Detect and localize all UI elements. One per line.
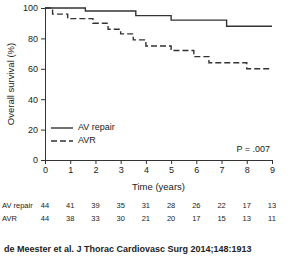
y-tick: 0 <box>33 155 45 165</box>
risk-count: 13 <box>268 201 276 210</box>
legend-swatch <box>51 140 73 141</box>
risk-count: 17 <box>243 201 251 210</box>
risk-row-label: AVR <box>2 214 17 223</box>
x-tick-label: 7 <box>220 165 225 175</box>
x-axis-title: Time (years) <box>132 181 185 192</box>
y-tick-label: 80 <box>28 34 38 44</box>
risk-count: 44 <box>41 214 49 223</box>
risk-count: 13 <box>243 214 251 223</box>
legend: AV repair AVR <box>51 122 115 145</box>
x-tick: 3 <box>119 160 124 175</box>
risk-count: 15 <box>217 214 225 223</box>
x-tick: 7 <box>220 160 225 175</box>
survival-line <box>45 8 272 26</box>
risk-count: 33 <box>91 214 99 223</box>
y-axis-title: Overall survival (%) <box>5 43 16 125</box>
y-tick: 60 <box>28 64 45 74</box>
risk-table: AV repair 44 41 39 35 31 28 26 22 17 13 AVR 44 38 33 30… <box>2 201 276 223</box>
risk-count: 28 <box>167 201 175 210</box>
x-tick-mark <box>70 160 71 164</box>
y-axis: 0 20 40 60 80 100 <box>23 3 46 165</box>
x-tick-label: 0 <box>43 165 48 175</box>
risk-row-label: AV repair <box>2 201 33 210</box>
risk-count: 11 <box>268 214 276 223</box>
x-tick: 4 <box>144 160 149 175</box>
x-tick: 1 <box>68 160 73 175</box>
y-tick-label: 20 <box>28 125 38 135</box>
y-tick-mark <box>41 38 45 39</box>
y-tick: 80 <box>28 34 45 44</box>
x-tick: 9 <box>270 160 275 175</box>
y-tick: 100 <box>23 3 45 13</box>
y-tick-mark <box>41 8 45 9</box>
x-axis: 0 1 2 3 4 5 6 7 8 9 <box>43 160 275 175</box>
x-tick-mark <box>121 160 122 164</box>
x-tick-mark <box>171 160 172 164</box>
risk-count: 38 <box>66 214 74 223</box>
risk-count: 30 <box>116 214 124 223</box>
risk-count: 44 <box>41 201 49 210</box>
risk-count: 26 <box>192 201 200 210</box>
x-tick-mark <box>95 160 96 164</box>
x-tick-label: 5 <box>169 165 174 175</box>
y-axis-line <box>41 9 46 161</box>
y-tick-label: 100 <box>23 3 38 13</box>
risk-count: 17 <box>192 214 200 223</box>
caption: de Meester et al. J Thorac Cardiovasc Su… <box>4 244 252 254</box>
risk-count: 35 <box>116 201 124 210</box>
risk-count: 22 <box>217 201 225 210</box>
y-tick: 40 <box>28 95 45 105</box>
y-tick-label: 60 <box>28 64 38 74</box>
x-tick: 5 <box>169 160 174 175</box>
legend-swatch <box>51 127 73 128</box>
survival-line <box>45 8 272 69</box>
x-tick-label: 8 <box>245 165 250 175</box>
x-tick: 0 <box>43 160 48 175</box>
x-tick-mark <box>222 160 223 164</box>
x-tick-label: 9 <box>270 165 275 175</box>
x-axis-line <box>46 161 273 165</box>
y-tick: 20 <box>28 125 45 135</box>
risk-count: 20 <box>167 214 175 223</box>
x-tick-label: 2 <box>93 165 98 175</box>
legend-label: AV repair <box>78 122 115 132</box>
y-tick-label: 40 <box>28 95 38 105</box>
annotation: P = .007 <box>236 144 270 154</box>
risk-count: 39 <box>91 201 99 210</box>
x-tick: 2 <box>93 160 98 175</box>
y-tick-mark <box>41 160 45 161</box>
y-tick-mark <box>41 99 45 100</box>
x-tick-label: 6 <box>194 165 199 175</box>
x-tick-label: 4 <box>144 165 149 175</box>
x-tick: 8 <box>245 160 250 175</box>
x-tick: 6 <box>194 160 199 175</box>
risk-count: 31 <box>142 201 150 210</box>
x-tick-mark <box>247 160 248 164</box>
chart: 0 1 2 3 4 5 6 7 8 9 0 20 40 60 80 100 Overall survival (… <box>0 0 300 272</box>
legend-label: AVR <box>78 135 96 145</box>
x-tick-mark <box>146 160 147 164</box>
x-tick-label: 3 <box>119 165 124 175</box>
x-tick-mark <box>272 160 273 164</box>
y-tick-label: 0 <box>33 155 38 165</box>
risk-count: 41 <box>66 201 74 210</box>
risk-count: 21 <box>142 214 150 223</box>
x-tick-mark <box>196 160 197 164</box>
y-tick-mark <box>41 130 45 131</box>
x-tick-label: 1 <box>68 165 73 175</box>
y-tick-mark <box>41 69 45 70</box>
plot-area <box>45 8 272 69</box>
